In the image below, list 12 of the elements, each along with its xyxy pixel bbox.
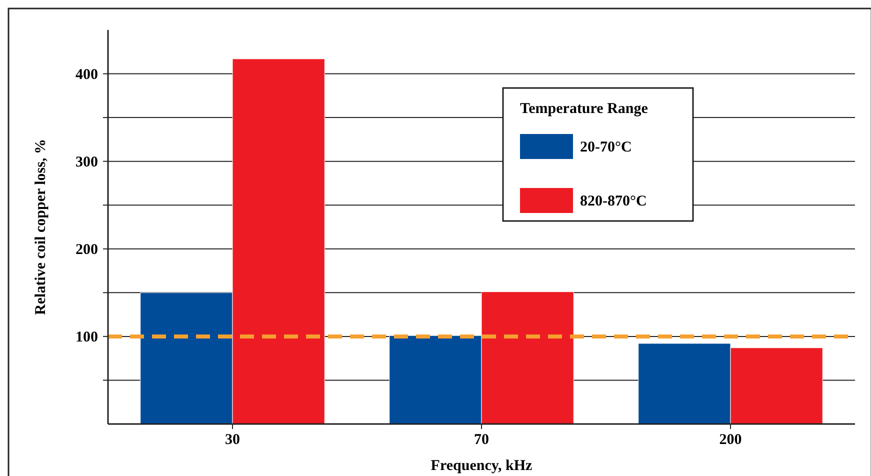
x-tick-label: 30 [225, 432, 240, 448]
y-tick-label: 100 [76, 330, 98, 346]
y-tick-label: 300 [76, 154, 98, 171]
y-axis-title: Relative coil copper loss, % [33, 139, 49, 315]
legend-label: 820-870°C [580, 193, 647, 210]
x-tick-label: 200 [719, 432, 742, 448]
y-tick-label: 200 [76, 242, 98, 258]
legend-title: Temperature Range [520, 101, 648, 117]
legend-label: 20-70°C [580, 139, 632, 156]
x-tick-label: 70 [474, 432, 489, 448]
x-axis-title: Frequency, kHz [430, 458, 533, 474]
y-tick-label: 400 [76, 67, 98, 84]
